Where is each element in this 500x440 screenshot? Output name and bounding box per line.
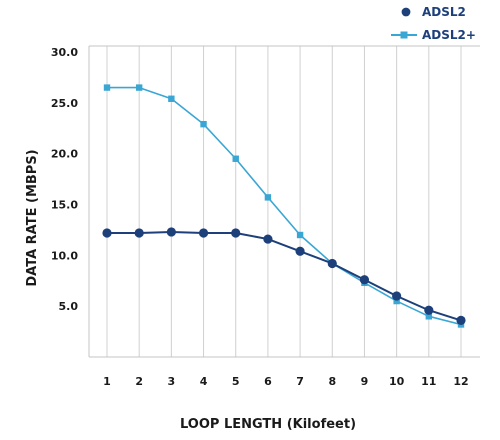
data-point-adsl2 — [166, 227, 176, 237]
x-tick-label: 1 — [103, 375, 111, 388]
legend: ADSL2 ADSL2+ — [391, 5, 476, 42]
x-tick-label: 10 — [389, 375, 405, 388]
x-tick-label: 4 — [200, 375, 208, 388]
data-point-adsl2 — [424, 305, 434, 315]
y-tick-label: 5.0 — [59, 300, 79, 313]
x-tick-label: 6 — [264, 375, 272, 388]
data-point-adsl2-plus — [103, 84, 111, 91]
series-line-adsl2-plus — [107, 86, 462, 326]
grid-layer — [106, 46, 462, 357]
data-point-adsl2 — [198, 228, 209, 238]
data-point-adsl2-plus — [168, 95, 175, 102]
data-point-adsl2-plus — [200, 120, 207, 128]
x-axis-title: LOOP LENGTH (Kilofeet) — [180, 417, 356, 432]
data-point-adsl2-plus — [264, 194, 272, 201]
x-tick-label: 7 — [296, 375, 304, 388]
data-point-adsl2 — [359, 275, 370, 285]
data-point-adsl2-plus — [232, 155, 239, 162]
y-tick-label: 25.0 — [51, 97, 78, 110]
legend-marker-adsl2-plus — [400, 31, 408, 39]
data-point-adsl2 — [231, 228, 241, 238]
x-tick-label: 12 — [453, 375, 468, 388]
data-point-adsl2 — [263, 234, 273, 244]
data-point-adsl2 — [102, 228, 112, 238]
legend-label-adsl2: ADSL2 — [422, 5, 466, 19]
x-tick-label: 11 — [421, 375, 436, 388]
x-tick-label: 2 — [135, 375, 143, 388]
data-point-adsl2-plus — [296, 231, 304, 239]
label-layer: LOOP LENGTH (Kilofeet) DATA RATE (MBPS) — [25, 149, 356, 432]
series-layer — [102, 84, 466, 328]
data-point-adsl2 — [134, 228, 144, 238]
y-axis-title: DATA RATE (MBPS) — [25, 149, 40, 286]
data-point-adsl2-plus — [135, 84, 143, 91]
y-tick-label: 15.0 — [51, 199, 78, 212]
y-tick-label: 30.0 — [51, 46, 78, 59]
data-point-adsl2 — [295, 246, 305, 256]
series-line-adsl2 — [107, 230, 462, 322]
x-tick-label: 9 — [361, 375, 369, 388]
data-point-adsl2 — [327, 258, 337, 269]
x-tick-label: 5 — [232, 375, 240, 388]
data-point-adsl2-plus — [425, 313, 433, 320]
y-tick-label: 20.0 — [51, 148, 78, 161]
x-tick-label: 8 — [328, 375, 336, 388]
axis-layer: 5.010.015.020.025.030.01 2 3 4 5 6 7 8 9 10 11 12 — [51, 45, 480, 388]
y-tick-label: 10.0 — [51, 249, 78, 262]
legend-label-adsl2-plus: ADSL2+ — [422, 28, 476, 42]
legend-marker-adsl2 — [401, 7, 411, 17]
x-tick-label: 3 — [168, 375, 176, 388]
data-point-adsl2 — [392, 291, 402, 301]
data-point-adsl2-plus — [393, 297, 400, 305]
data-point-adsl2 — [456, 315, 466, 325]
